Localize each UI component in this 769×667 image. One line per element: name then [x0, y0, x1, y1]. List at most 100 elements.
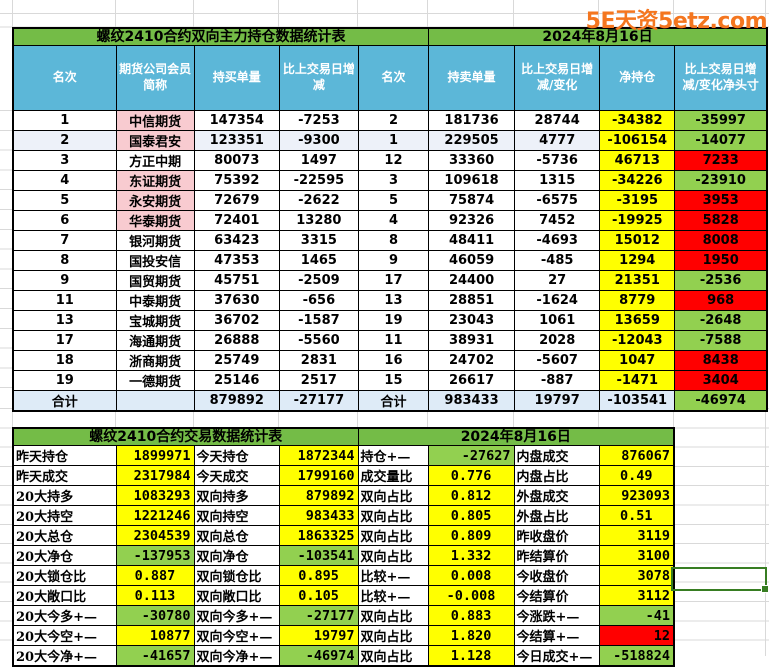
cell[interactable]: 46059 — [427, 250, 516, 271]
cell[interactable]: 1221246 — [115, 505, 195, 526]
cell[interactable]: -12043 — [599, 330, 676, 351]
cell[interactable]: 华泰期货 — [115, 210, 195, 231]
cell[interactable]: 25749 — [193, 350, 280, 371]
cell[interactable]: 3100 — [598, 545, 675, 566]
cell[interactable]: 今结算+— — [513, 625, 600, 646]
cell[interactable]: 1 — [12, 110, 117, 131]
cell[interactable]: 28851 — [427, 290, 516, 311]
cell[interactable]: 19 — [357, 310, 430, 331]
cell[interactable]: 7 — [12, 230, 117, 251]
cell[interactable]: -106154 — [599, 130, 676, 151]
cell[interactable]: 13 — [12, 310, 117, 331]
cell[interactable]: 0.895 — [278, 565, 359, 586]
cell[interactable]: 宝城期货 — [115, 310, 195, 331]
cell[interactable]: -1471 — [599, 370, 676, 391]
cell[interactable]: 今收盘价 — [513, 565, 600, 586]
cell[interactable]: 浙商期货 — [115, 350, 195, 371]
cell[interactable]: 38931 — [427, 330, 516, 351]
cell[interactable]: -19925 — [599, 210, 676, 231]
cell[interactable]: 0.812 — [427, 485, 515, 506]
cell[interactable]: 双向占比 — [357, 625, 429, 646]
cell[interactable]: -0.008 — [427, 585, 515, 606]
cell[interactable]: -5607 — [514, 350, 601, 371]
cell[interactable]: -103541 — [599, 390, 676, 412]
cell[interactable]: 3953 — [674, 190, 768, 211]
cell[interactable]: 3 — [357, 170, 430, 191]
cell[interactable]: 3112 — [598, 585, 675, 606]
cell[interactable]: 13 — [357, 290, 430, 311]
cell[interactable]: 1 — [357, 130, 430, 151]
cell[interactable]: 持仓+— — [357, 445, 429, 466]
cell[interactable]: 23043 — [427, 310, 516, 331]
cell[interactable]: 11 — [357, 330, 430, 351]
cell[interactable]: 4777 — [514, 130, 601, 151]
cell[interactable]: 20大敞口比 — [12, 585, 117, 606]
cell[interactable]: 20大今空+— — [12, 625, 117, 646]
cell[interactable]: 45751 — [193, 270, 280, 291]
cell[interactable]: 3119 — [598, 525, 675, 546]
cell[interactable]: 33360 — [427, 150, 516, 171]
cell[interactable]: 9 — [357, 250, 430, 271]
cell[interactable]: 63423 — [193, 230, 280, 251]
cell[interactable]: 109618 — [427, 170, 516, 191]
cell[interactable]: 1.332 — [427, 545, 515, 566]
cell[interactable]: -30780 — [115, 605, 195, 626]
trade-table-date[interactable]: 2024年8月16日 — [357, 427, 675, 446]
cell[interactable]: 双向持空 — [193, 505, 280, 526]
cell[interactable]: -2536 — [674, 270, 768, 291]
cell[interactable]: -6575 — [514, 190, 601, 211]
cell[interactable]: 15 — [357, 370, 430, 391]
cell[interactable]: 20大持空 — [12, 505, 117, 526]
cell[interactable]: 24702 — [427, 350, 516, 371]
cell[interactable]: 双向总仓 — [193, 525, 280, 546]
cell[interactable]: 72401 — [193, 210, 280, 231]
cell[interactable]: 1872344 — [278, 445, 359, 466]
cell[interactable]: 0.105 — [278, 585, 359, 606]
cell[interactable]: 0.113 — [115, 585, 195, 606]
cell[interactable]: 今天成交 — [193, 465, 280, 486]
column-header-net-position[interactable]: 净持仓 — [599, 45, 676, 111]
cell[interactable]: 中信期货 — [115, 110, 195, 131]
cell[interactable]: 15012 — [599, 230, 676, 251]
cell[interactable]: 20大锁仓比 — [12, 565, 117, 586]
cell[interactable]: -2622 — [278, 190, 359, 211]
cell[interactable]: 内盘占比 — [513, 465, 600, 486]
cell[interactable]: 1497 — [278, 150, 359, 171]
cell[interactable]: 147354 — [193, 110, 280, 131]
cell[interactable]: 1.820 — [427, 625, 515, 646]
cell[interactable]: 47353 — [193, 250, 280, 271]
cell[interactable]: 968 — [674, 290, 768, 311]
cell[interactable]: -1587 — [278, 310, 359, 331]
cell[interactable]: 229505 — [427, 130, 516, 151]
cell[interactable]: 2317984 — [115, 465, 195, 486]
cell[interactable]: 983433 — [427, 390, 516, 412]
active-cell-selection[interactable] — [671, 567, 769, 593]
cell[interactable]: 5828 — [674, 210, 768, 231]
cell[interactable]: 比较+— — [357, 585, 429, 606]
cell[interactable]: -137953 — [115, 545, 195, 566]
cell[interactable]: 19797 — [278, 625, 359, 646]
cell[interactable]: 879892 — [278, 485, 359, 506]
position-table-title[interactable]: 螺纹2410合约双向主力持仓数据统计表 — [12, 27, 429, 46]
cell[interactable]: 46713 — [599, 150, 676, 171]
cell[interactable]: 12 — [598, 625, 675, 646]
cell[interactable]: 今天持仓 — [193, 445, 280, 466]
column-header-net-change[interactable]: 比上交易日增减/变化净头寸 — [674, 45, 768, 111]
cell[interactable]: 923093 — [598, 485, 675, 506]
column-header-sell-volume[interactable]: 持卖单量 — [427, 45, 516, 111]
cell[interactable]: 36702 — [193, 310, 280, 331]
cell[interactable]: 银河期货 — [115, 230, 195, 251]
cell[interactable]: 昨天持仓 — [12, 445, 117, 466]
cell[interactable]: 26888 — [193, 330, 280, 351]
cell[interactable]: 24400 — [427, 270, 516, 291]
cell[interactable]: -7588 — [674, 330, 768, 351]
cell[interactable]: 永安期货 — [115, 190, 195, 211]
cell[interactable]: 8 — [12, 250, 117, 271]
column-header-company[interactable]: 期货公司会员简称 — [115, 45, 195, 111]
cell[interactable]: -485 — [514, 250, 601, 271]
cell[interactable]: 92326 — [427, 210, 516, 231]
column-header-sell-rank[interactable]: 名次 — [357, 45, 430, 111]
cell[interactable]: -46974 — [674, 390, 768, 412]
cell[interactable]: -1624 — [514, 290, 601, 311]
cell[interactable]: 2 — [12, 130, 117, 151]
